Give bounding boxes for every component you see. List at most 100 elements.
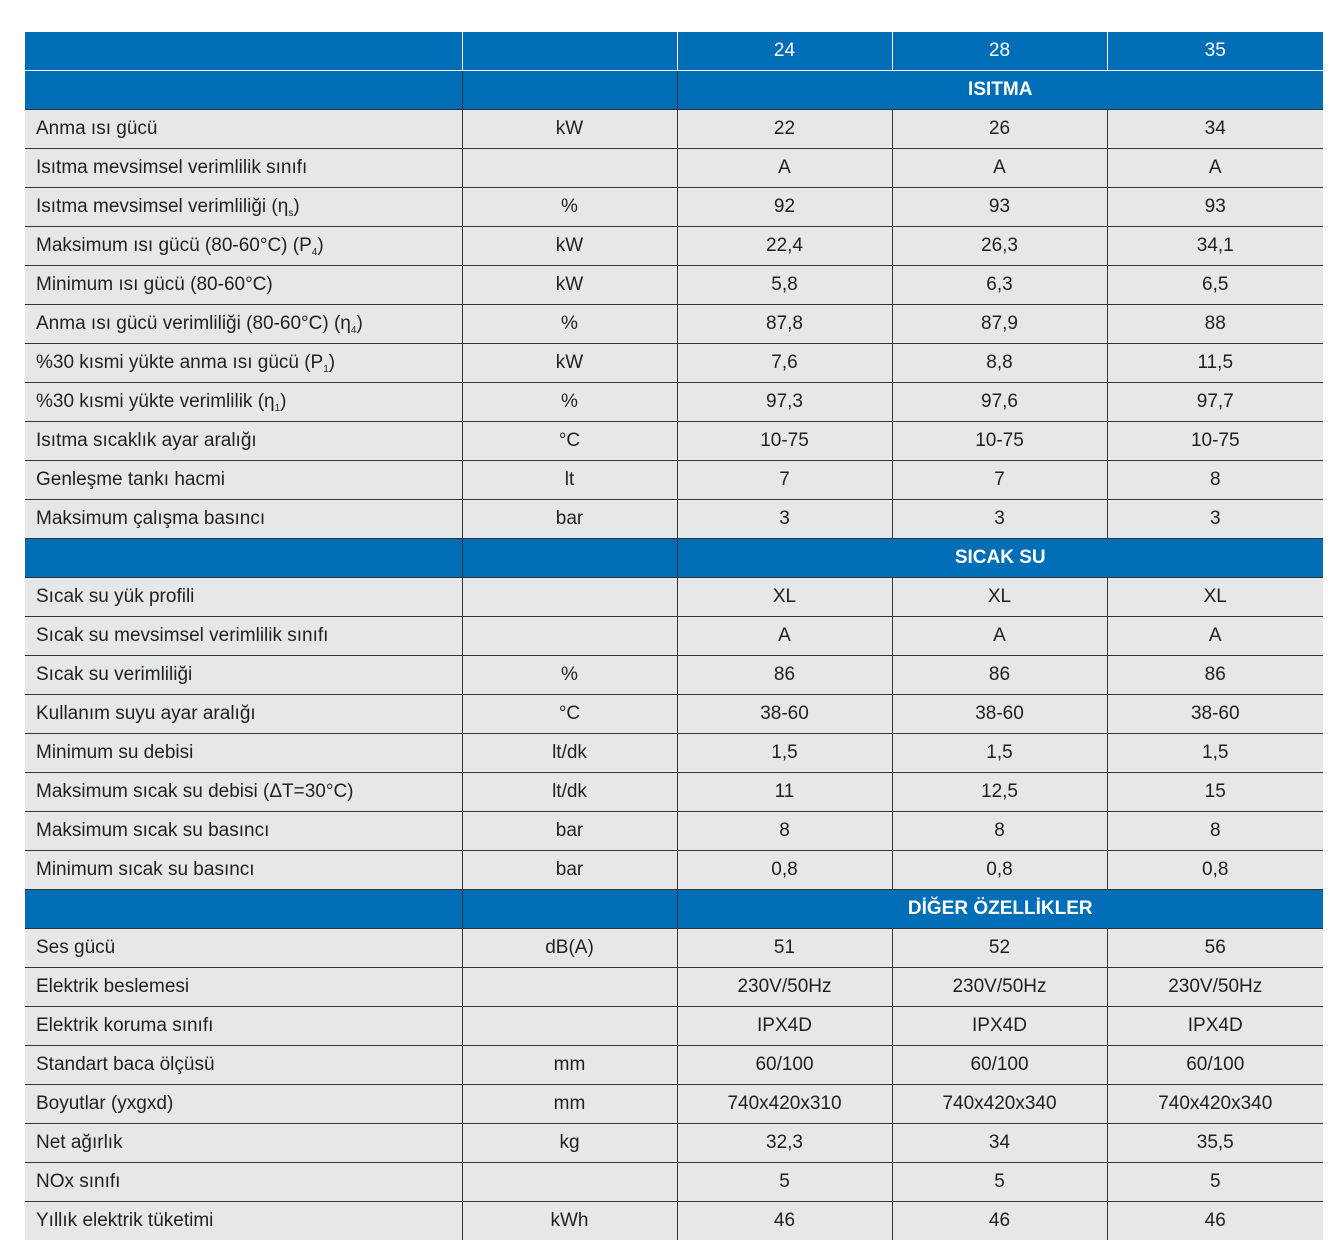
row-value: IPX4D bbox=[677, 1007, 892, 1046]
row-value: 93 bbox=[1107, 188, 1323, 227]
row-value: 22 bbox=[677, 110, 892, 149]
row-label-tail: ) bbox=[280, 391, 286, 412]
row-value: 10-75 bbox=[677, 422, 892, 461]
row-unit bbox=[462, 1163, 677, 1202]
row-label-tail: ) bbox=[317, 235, 323, 256]
row-unit: bar bbox=[462, 812, 677, 851]
row-label: NOx sınıfı bbox=[25, 1163, 462, 1202]
row-unit: % bbox=[462, 656, 677, 695]
row-label: Sıcak su mevsimsel verimlilik sınıfı bbox=[25, 617, 462, 656]
row-label: Elektrik beslemesi bbox=[25, 968, 462, 1007]
row-value: 15 bbox=[1107, 773, 1323, 812]
row-value: 46 bbox=[1107, 1202, 1323, 1240]
section-header-row: DİĞER ÖZELLİKLER bbox=[25, 890, 1323, 929]
row-value: 60/100 bbox=[677, 1046, 892, 1085]
row-value: 56 bbox=[1107, 929, 1323, 968]
row-value: 12,5 bbox=[892, 773, 1107, 812]
row-value: 87,8 bbox=[677, 305, 892, 344]
row-unit: kW bbox=[462, 344, 677, 383]
row-label: Ses gücü bbox=[25, 929, 462, 968]
row-value: 230V/50Hz bbox=[677, 968, 892, 1007]
row-label: Maksimum sıcak su debisi (ΔT=30°C) bbox=[25, 773, 462, 812]
row-value: 8 bbox=[892, 812, 1107, 851]
row-unit: kWh bbox=[462, 1202, 677, 1240]
row-value: 51 bbox=[677, 929, 892, 968]
row-value: 93 bbox=[892, 188, 1107, 227]
row-value: XL bbox=[677, 578, 892, 617]
row-value: 5,8 bbox=[677, 266, 892, 305]
row-value: 97,3 bbox=[677, 383, 892, 422]
row-value: 34,1 bbox=[1107, 227, 1323, 266]
section-blank-cell bbox=[462, 539, 677, 578]
row-label-text: Yıllık elektrik tüketimi bbox=[36, 1210, 213, 1231]
section-blank-cell bbox=[25, 71, 462, 110]
row-label: Sıcak su yük profili bbox=[25, 578, 462, 617]
row-unit bbox=[462, 617, 677, 656]
row-label-text: Maksimum sıcak su basıncı bbox=[36, 820, 269, 841]
row-value: 8 bbox=[1107, 461, 1323, 500]
row-value: 34 bbox=[1107, 110, 1323, 149]
row-value: 86 bbox=[677, 656, 892, 695]
row-unit: % bbox=[462, 383, 677, 422]
row-value: 7 bbox=[892, 461, 1107, 500]
model-header: 28 bbox=[892, 32, 1107, 71]
section-title: DİĞER ÖZELLİKLER bbox=[677, 890, 1323, 929]
row-unit: % bbox=[462, 188, 677, 227]
row-value: 52 bbox=[892, 929, 1107, 968]
model-header: 35 bbox=[1107, 32, 1323, 71]
row-label-text: Minimum ısı gücü (80-60°C) bbox=[36, 274, 273, 295]
row-value: 38-60 bbox=[892, 695, 1107, 734]
row-value: 34 bbox=[892, 1124, 1107, 1163]
row-value: 92 bbox=[677, 188, 892, 227]
row-label-text: Net ağırlık bbox=[36, 1132, 123, 1153]
row-unit: mm bbox=[462, 1085, 677, 1124]
row-label: Sıcak su verimliliği bbox=[25, 656, 462, 695]
section-title: SICAK SU bbox=[677, 539, 1323, 578]
row-label: Anma ısı gücü verimliliği (80-60°C) (η4) bbox=[25, 305, 462, 344]
row-label: Maksimum çalışma basıncı bbox=[25, 500, 462, 539]
row-label-text: Maksimum sıcak su debisi (ΔT=30°C) bbox=[36, 781, 354, 802]
row-unit: lt bbox=[462, 461, 677, 500]
row-label-text: Isıtma mevsimsel verimliliği (η bbox=[36, 196, 288, 217]
row-label: Kullanım suyu ayar aralığı bbox=[25, 695, 462, 734]
row-label: Standart baca ölçüsü bbox=[25, 1046, 462, 1085]
row-unit bbox=[462, 1007, 677, 1046]
row-label-text: Minimum sıcak su basıncı bbox=[36, 859, 255, 880]
row-label: Isıtma mevsimsel verimlilik sınıfı bbox=[25, 149, 462, 188]
row-value: 32,3 bbox=[677, 1124, 892, 1163]
row-unit: lt/dk bbox=[462, 734, 677, 773]
row-value: 740x420x340 bbox=[1107, 1085, 1323, 1124]
row-value: 88 bbox=[1107, 305, 1323, 344]
row-value: 0,8 bbox=[677, 851, 892, 890]
row-value: XL bbox=[892, 578, 1107, 617]
row-value: A bbox=[1107, 617, 1323, 656]
row-label-text: Isıtma sıcaklık ayar aralığı bbox=[36, 430, 257, 451]
row-label-text: %30 kısmi yükte verimlilik (η bbox=[36, 391, 275, 412]
row-label-tail: ) bbox=[329, 352, 335, 373]
row-value: 1,5 bbox=[892, 734, 1107, 773]
row-value: 26,3 bbox=[892, 227, 1107, 266]
row-label-text: Minimum su debisi bbox=[36, 742, 193, 763]
row-unit: lt/dk bbox=[462, 773, 677, 812]
row-value: 11,5 bbox=[1107, 344, 1323, 383]
row-unit: kW bbox=[462, 266, 677, 305]
row-label-text: Boyutlar (yxgxd) bbox=[36, 1093, 173, 1114]
